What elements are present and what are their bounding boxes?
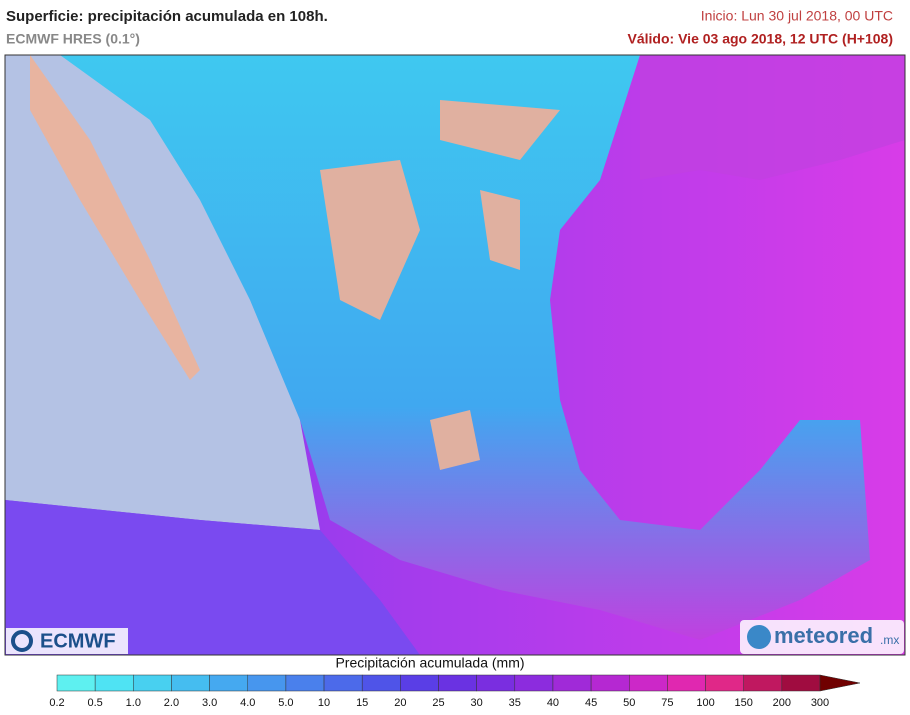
colorbar-tick-label: 15 xyxy=(356,697,368,709)
colorbar: 0.2 0.5 1.0 2.0 3.0 4.0 5.0 10 15 20 25 30 35 40 45 50 7… xyxy=(49,674,861,709)
dry-area xyxy=(440,100,560,160)
colorbar-tick-label: 200 xyxy=(773,697,791,709)
colorbar-segment xyxy=(476,674,516,692)
colorbar-segment xyxy=(667,674,706,692)
map-border xyxy=(4,54,906,656)
colorbar-tick-label: 150 xyxy=(735,697,753,709)
colorbar-tick-label: 25 xyxy=(432,697,444,709)
colorbar-segment xyxy=(438,674,477,692)
colorbar-segment xyxy=(705,674,744,692)
colorbar-segment xyxy=(247,674,287,692)
colorbar-arrow xyxy=(819,674,861,692)
colorbar-segment xyxy=(285,674,325,692)
colorbar-segment xyxy=(323,674,363,692)
legend-label: Precipitación acumulada (mm) xyxy=(335,655,524,671)
model: ECMWF HRES (0.1°) xyxy=(6,31,140,47)
meteored-suffix: .mx xyxy=(880,633,899,647)
colorbar-tick-label: 45 xyxy=(585,697,597,709)
colorbar-segment xyxy=(133,674,172,692)
valid-time: Válido: Vie 03 ago 2018, 12 UTC (H+108) xyxy=(628,31,893,47)
colorbar-segment xyxy=(781,674,821,692)
colorbar-tick-label: 4.0 xyxy=(240,697,255,709)
mexico-land xyxy=(60,55,870,640)
baja-california xyxy=(30,55,200,380)
colorbar-tick-label: 20 xyxy=(394,697,406,709)
colorbar-segment xyxy=(590,674,630,692)
colorbar-segment xyxy=(514,674,554,692)
colorbar-segment xyxy=(171,674,210,692)
init-time: Inicio: Lun 30 jul 2018, 00 UTC xyxy=(701,8,893,24)
colorbar-segment xyxy=(56,674,96,692)
usa-gulf-coast xyxy=(640,55,905,180)
dry-area xyxy=(480,190,520,270)
pacific-rain xyxy=(5,500,420,655)
colorbar-tick-label: 300 xyxy=(811,697,829,709)
colorbar-tick-label: 0.2 xyxy=(49,697,64,709)
colorbar-segment xyxy=(94,674,134,692)
colorbar-tick-label: 5.0 xyxy=(278,697,293,709)
ecmwf-logo: ECMWF xyxy=(40,630,116,652)
colorbar-tick-label: 75 xyxy=(661,697,673,709)
dry-area xyxy=(320,160,420,320)
colorbar-segment xyxy=(629,674,668,692)
colorbar-segment xyxy=(552,674,592,692)
colorbar-tick-label: 30 xyxy=(471,697,483,709)
colorbar-segment xyxy=(361,674,401,692)
colorbar-segment xyxy=(743,674,783,692)
colorbar-tick-label: 35 xyxy=(509,697,521,709)
colorbar-segment xyxy=(400,674,439,692)
colorbar-tick-label: 2.0 xyxy=(164,697,179,709)
meteored-logo: meteored xyxy=(774,623,873,648)
colorbar-tick-label: 10 xyxy=(318,697,330,709)
colorbar-tick-label: 50 xyxy=(623,697,635,709)
title: Superficie: precipitación acumulada en 1… xyxy=(6,8,328,25)
ecmwf-icon xyxy=(11,630,33,652)
colorbar-tick-label: 0.5 xyxy=(88,697,103,709)
colorbar-tick-label: 40 xyxy=(547,697,559,709)
meteored-logo-bg xyxy=(740,620,904,654)
meteored-icon xyxy=(747,625,771,649)
dry-area xyxy=(430,410,480,470)
colorbar-tick-label: 100 xyxy=(696,697,714,709)
colorbar-tick-label: 3.0 xyxy=(202,697,217,709)
map: ECMWF meteored .mx xyxy=(4,54,906,656)
colorbar-segment xyxy=(209,674,249,692)
colorbar-tick-label: 1.0 xyxy=(126,697,141,709)
